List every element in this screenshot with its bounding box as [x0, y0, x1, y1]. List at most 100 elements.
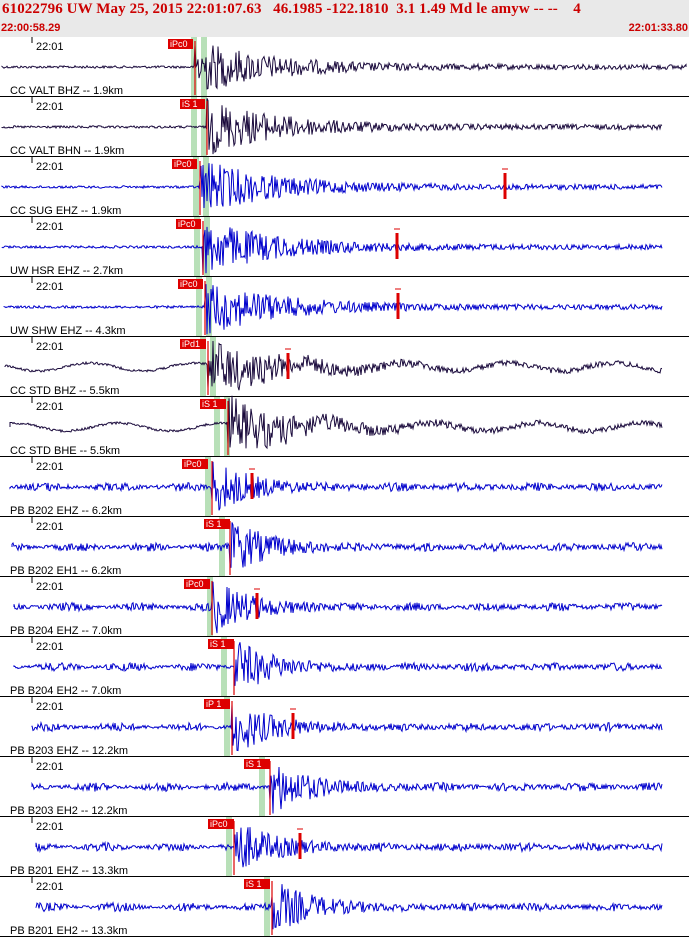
trace-panel[interactable]: 22:01 iS 1 PB B204 EH2 -- 7.0km [0, 637, 689, 697]
trace-panel[interactable]: 22:01 iPc0 CC VALT BHZ -- 1.9km [0, 37, 689, 97]
phase-pick-box[interactable] [178, 279, 203, 289]
travel-time-window [200, 337, 206, 397]
station-label: CC VALT BHN -- 1.9km [10, 145, 124, 157]
waveform-trace [31, 766, 663, 814]
time-tick-label: 22:01 [36, 101, 64, 113]
phase-pick-box[interactable] [182, 459, 208, 469]
station-label: PB B203 EH2 -- 12.2km [10, 805, 127, 817]
trace-panel[interactable]: 22:01 iPc0 UW SHW EHZ -- 4.3km [0, 277, 689, 337]
time-tick-label: 22:01 [36, 221, 64, 233]
waveform-trace [9, 395, 663, 450]
station-label: PB B202 EH1 -- 6.2km [10, 565, 121, 577]
travel-time-window [214, 397, 220, 457]
phase-pick-label: iS 1 [246, 759, 262, 769]
waveform-trace [13, 642, 663, 686]
phase-pick-label: iS 1 [246, 879, 262, 889]
phase-pick-box[interactable] [180, 339, 206, 349]
time-tick-label: 22:01 [36, 521, 64, 533]
amplitude-marker [286, 353, 290, 379]
time-tick-label: 22:01 [36, 821, 64, 833]
station-label: UW HSR EHZ -- 2.7km [10, 265, 123, 277]
waveform-trace [13, 581, 663, 634]
phase-pick-label: iPc0 [170, 39, 188, 49]
phase-pick-box[interactable] [208, 639, 234, 649]
trace-panel[interactable]: 22:01 iPc0 CC SUG EHZ -- 1.9km [0, 157, 689, 217]
trace-panel[interactable]: 22:01 iPc0 PB B201 EHZ -- 13.3km [0, 817, 689, 877]
waveform-trace [1, 45, 687, 90]
time-tick-label: 22:01 [36, 581, 64, 593]
phase-pick-box[interactable] [204, 699, 230, 709]
time-tick-label: 22:01 [36, 281, 64, 293]
amplitude-marker [255, 593, 259, 619]
phase-pick-box[interactable] [184, 579, 210, 589]
waveform-trace [9, 461, 663, 511]
time-tick-label: 22:01 [36, 881, 64, 893]
window-start-time: 22:00:58.29 [1, 22, 61, 34]
station-label: PB B201 EH2 -- 13.3km [10, 925, 127, 937]
trace-panel[interactable]: 22:01 iS 1 PB B201 EH2 -- 13.3km [0, 877, 689, 937]
waveform-trace [1, 163, 663, 209]
time-tick-label: 22:01 [36, 761, 64, 773]
phase-pick-label: iPc0 [178, 219, 196, 229]
station-label: PB B201 EHZ -- 13.3km [10, 865, 128, 877]
phase-pick-box[interactable] [244, 879, 270, 889]
station-label: CC VALT BHZ -- 1.9km [10, 85, 123, 97]
phase-pick-label: iPc0 [174, 159, 192, 169]
phase-pick-label: iP 1 [206, 699, 221, 709]
phase-pick-label: iPc0 [210, 819, 228, 829]
station-label: CC STD BHE -- 5.5km [10, 445, 120, 457]
phase-pick-label: iS 1 [206, 519, 222, 529]
phase-pick-box[interactable] [204, 519, 230, 529]
trace-panel[interactable]: 22:01 iS 1 CC STD BHE -- 5.5km [0, 395, 689, 457]
travel-time-window [191, 37, 197, 97]
phase-pick-box[interactable] [208, 819, 234, 829]
trace-panel[interactable]: 22:01 iPc0 PB B204 EHZ -- 7.0km [0, 577, 689, 637]
phase-pick-label: iS 1 [202, 399, 218, 409]
station-label: CC SUG EHZ -- 1.9km [10, 205, 121, 217]
phase-pick-box[interactable] [180, 99, 205, 109]
time-tick-label: 22:01 [36, 341, 64, 353]
amplitude-marker [395, 233, 399, 259]
station-label: UW SHW EHZ -- 4.3km [10, 325, 126, 337]
amplitude-marker [291, 713, 295, 739]
phase-pick-label: iPc0 [184, 459, 202, 469]
phase-pick-box[interactable] [244, 759, 270, 769]
amplitude-marker [503, 173, 507, 199]
trace-panel[interactable]: 22:01 iPc0 PB B202 EHZ -- 6.2km [0, 457, 689, 517]
trace-panel[interactable]: 22:01 iS 1 PB B202 EH1 -- 6.2km [0, 517, 689, 577]
time-tick-label: 22:01 [36, 461, 64, 473]
trace-panel[interactable]: 22:01 iS 1 CC VALT BHN -- 1.9km [0, 97, 689, 157]
trace-panel[interactable]: 22:01 iP 1 PB B203 EHZ -- 12.2km [0, 697, 689, 757]
phase-pick-label: iPd1 [182, 339, 200, 349]
trace-panel[interactable]: 22:01 iPc0 UW HSR EHZ -- 2.7km [0, 217, 689, 277]
time-tick-label: 22:01 [36, 641, 64, 653]
amplitude-marker [250, 473, 254, 499]
time-tick-label: 22:01 [36, 41, 64, 53]
waveform-trace [35, 884, 663, 930]
trace-panel[interactable]: 22:01 iS 1 PB B203 EH2 -- 12.2km [0, 757, 689, 817]
time-tick-label: 22:01 [36, 701, 64, 713]
waveform-trace [1, 226, 663, 274]
phase-pick-label: iS 1 [210, 639, 226, 649]
trace-panel[interactable]: 22:01 iPd1 CC STD BHZ -- 5.5km [0, 337, 689, 397]
travel-time-window [207, 577, 213, 637]
phase-pick-label: iPc0 [186, 579, 204, 589]
station-label: PB B202 EHZ -- 6.2km [10, 505, 122, 517]
event-title: 61022796 UW May 25, 2015 22:01:07.63 46.… [2, 1, 581, 17]
travel-time-window [224, 697, 230, 757]
time-tick-label: 22:01 [36, 161, 64, 173]
phase-pick-box[interactable] [200, 399, 226, 409]
phase-pick-label: iS 1 [182, 99, 198, 109]
waveform-trace [1, 98, 663, 155]
station-label: PB B204 EH2 -- 7.0km [10, 685, 121, 697]
waveform-trace [31, 704, 663, 752]
waveform-trace [4, 340, 663, 391]
station-label: PB B204 EHZ -- 7.0km [10, 625, 122, 637]
waveform-trace [3, 284, 663, 335]
phase-pick-box[interactable] [176, 219, 201, 229]
phase-pick-box[interactable] [172, 159, 197, 169]
station-label: CC STD BHZ -- 5.5km [10, 385, 119, 397]
event-header: 61022796 UW May 25, 2015 22:01:07.63 46.… [0, 0, 689, 37]
seismogram-plot[interactable]: 22:01 iPc0 CC VALT BHZ -- 1.9km 22:01 iS 1 CC… [0, 37, 689, 938]
phase-pick-box[interactable] [168, 39, 193, 49]
